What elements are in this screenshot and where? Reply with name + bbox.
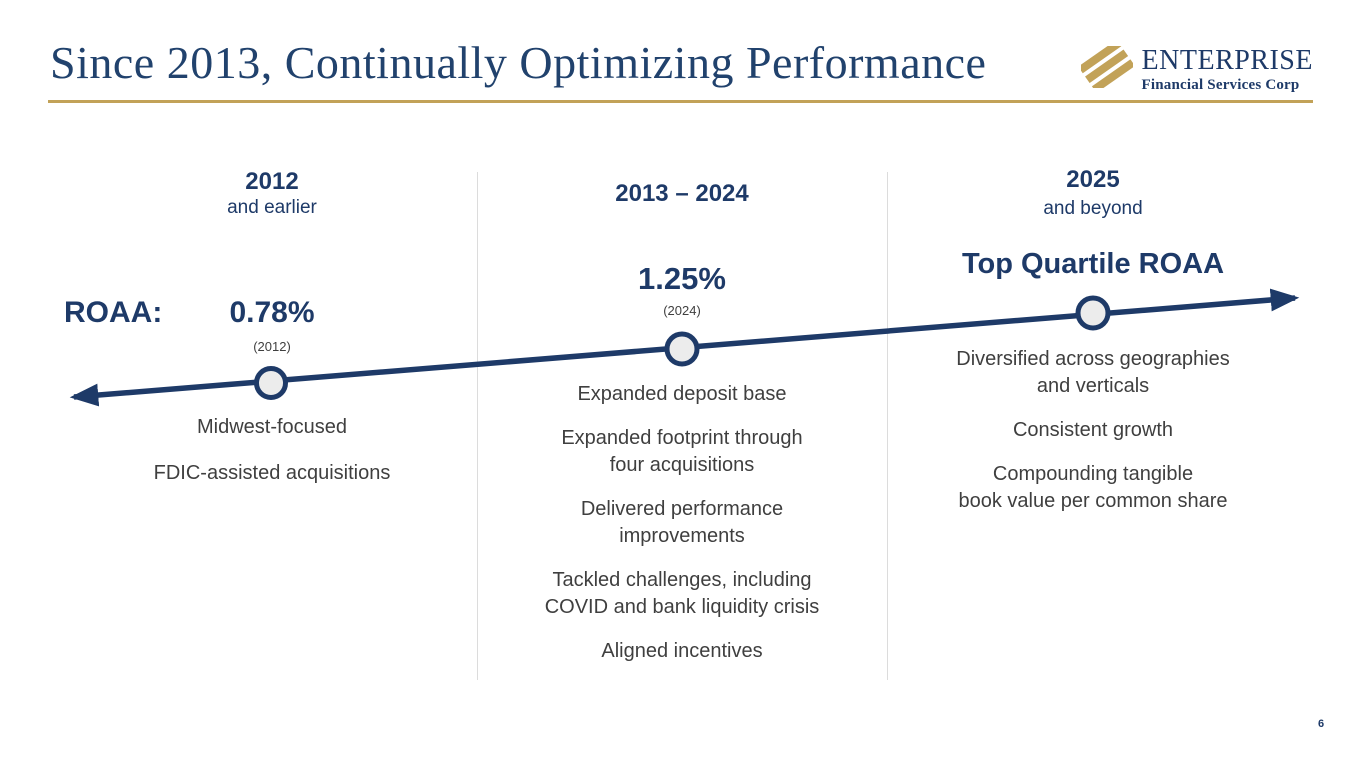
period-subheading-2012: and earlier bbox=[227, 197, 317, 218]
period-subheading-2025: and beyond bbox=[1043, 198, 1143, 219]
roaa-value-note-2012: (2012) bbox=[253, 339, 291, 354]
title-underline bbox=[48, 100, 1313, 103]
timeline-node-2024 bbox=[664, 331, 700, 367]
list-item: Expanded footprint through four acquisit… bbox=[561, 427, 803, 476]
company-logo: ENTERPRISE Financial Services Corp bbox=[1075, 36, 1313, 97]
logo-subtitle: Financial Services Corp bbox=[1141, 76, 1300, 93]
logo-text: ENTERPRISE Financial Services Corp bbox=[1141, 44, 1313, 93]
timeline-node-2025 bbox=[1075, 295, 1111, 331]
column-divider-right bbox=[887, 172, 888, 680]
bullet-list-2013-2024: Expanded deposit base Expanded footprint… bbox=[487, 381, 877, 682]
list-item: Consistent growth bbox=[1012, 419, 1174, 441]
page-number: 6 bbox=[1318, 718, 1325, 730]
roaa-target-2025: Top Quartile ROAA bbox=[961, 248, 1225, 280]
logo-company-name: ENTERPRISE bbox=[1141, 44, 1313, 76]
roaa-value-2012: 0.78% bbox=[229, 296, 315, 329]
period-heading-2025: 2025 bbox=[1066, 166, 1120, 193]
list-item: Compounding tangible book value per comm… bbox=[958, 463, 1228, 512]
period-heading-2013-2024: 2013 – 2024 bbox=[615, 180, 749, 207]
roaa-value-note-2024: (2024) bbox=[663, 303, 701, 318]
list-item: Diversified across geographies and verti… bbox=[956, 348, 1230, 397]
list-item: Tackled challenges, including COVID and … bbox=[544, 569, 820, 618]
roaa-value-2024: 1.25% bbox=[638, 261, 726, 296]
page-title: Since 2013, Continually Optimizing Perfo… bbox=[50, 37, 987, 88]
timeline-node-2012 bbox=[254, 366, 288, 400]
list-item: Aligned incentives bbox=[601, 640, 763, 662]
logo-stripes-icon bbox=[1075, 36, 1137, 97]
column-divider-left bbox=[477, 172, 478, 680]
bullet-list-2012: Midwest-focused FDIC-assisted acquisitio… bbox=[77, 414, 467, 506]
bullet-list-2025: Diversified across geographies and verti… bbox=[898, 346, 1288, 532]
list-item: Delivered performance improvements bbox=[580, 498, 784, 547]
list-item: Midwest-focused bbox=[196, 416, 348, 438]
period-heading-2012: 2012 bbox=[245, 168, 299, 195]
list-item: FDIC-assisted acquisitions bbox=[153, 462, 391, 484]
list-item: Expanded deposit base bbox=[577, 383, 787, 405]
